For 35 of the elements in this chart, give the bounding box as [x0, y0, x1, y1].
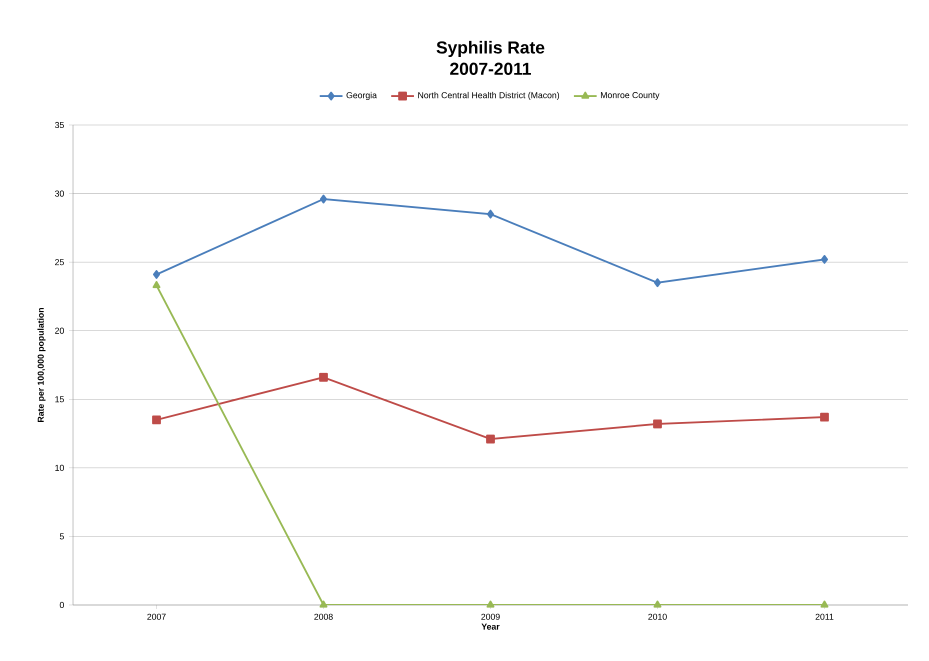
- x-tick-label: 2011: [816, 614, 834, 620]
- x-tick-label: 2010: [648, 614, 667, 620]
- point: [820, 600, 828, 608]
- point: [486, 210, 494, 219]
- point: [320, 600, 328, 608]
- x-tick-label: 2008: [314, 614, 333, 620]
- legend-label: North Central Health District (Macon): [418, 92, 560, 100]
- x-tick-label: 2009: [481, 614, 500, 620]
- point: [653, 420, 662, 428]
- chart-title: Syphilis Rate: [436, 40, 544, 58]
- y-tick-label: 20: [55, 328, 64, 334]
- point: [486, 434, 495, 444]
- y-tick-label: 0: [60, 602, 64, 608]
- y-tick-label: 5: [60, 533, 64, 540]
- legend-label: Monroe County: [600, 92, 660, 100]
- point: [654, 600, 662, 608]
- point: [820, 254, 828, 264]
- point: [820, 412, 829, 422]
- y-tick-label: 30: [54, 190, 64, 197]
- y-axis-title: Rate per 100,000 population: [37, 308, 46, 422]
- point: [319, 372, 328, 382]
- point: [152, 281, 160, 288]
- point: [486, 600, 494, 608]
- point: [152, 415, 161, 424]
- point: [152, 270, 160, 279]
- x-axis-title: Year: [481, 624, 500, 630]
- point: [654, 278, 662, 288]
- x-tick-label: 2007: [147, 614, 166, 620]
- y-tick-label: 15: [55, 396, 64, 402]
- y-tick-label: 25: [55, 259, 64, 266]
- legend-label: Georgia: [346, 92, 377, 100]
- point: [320, 194, 328, 204]
- chart-subtitle: 2007-2011: [450, 62, 531, 75]
- y-tick-label: 35: [54, 122, 64, 128]
- y-tick-label: 10: [55, 464, 64, 471]
